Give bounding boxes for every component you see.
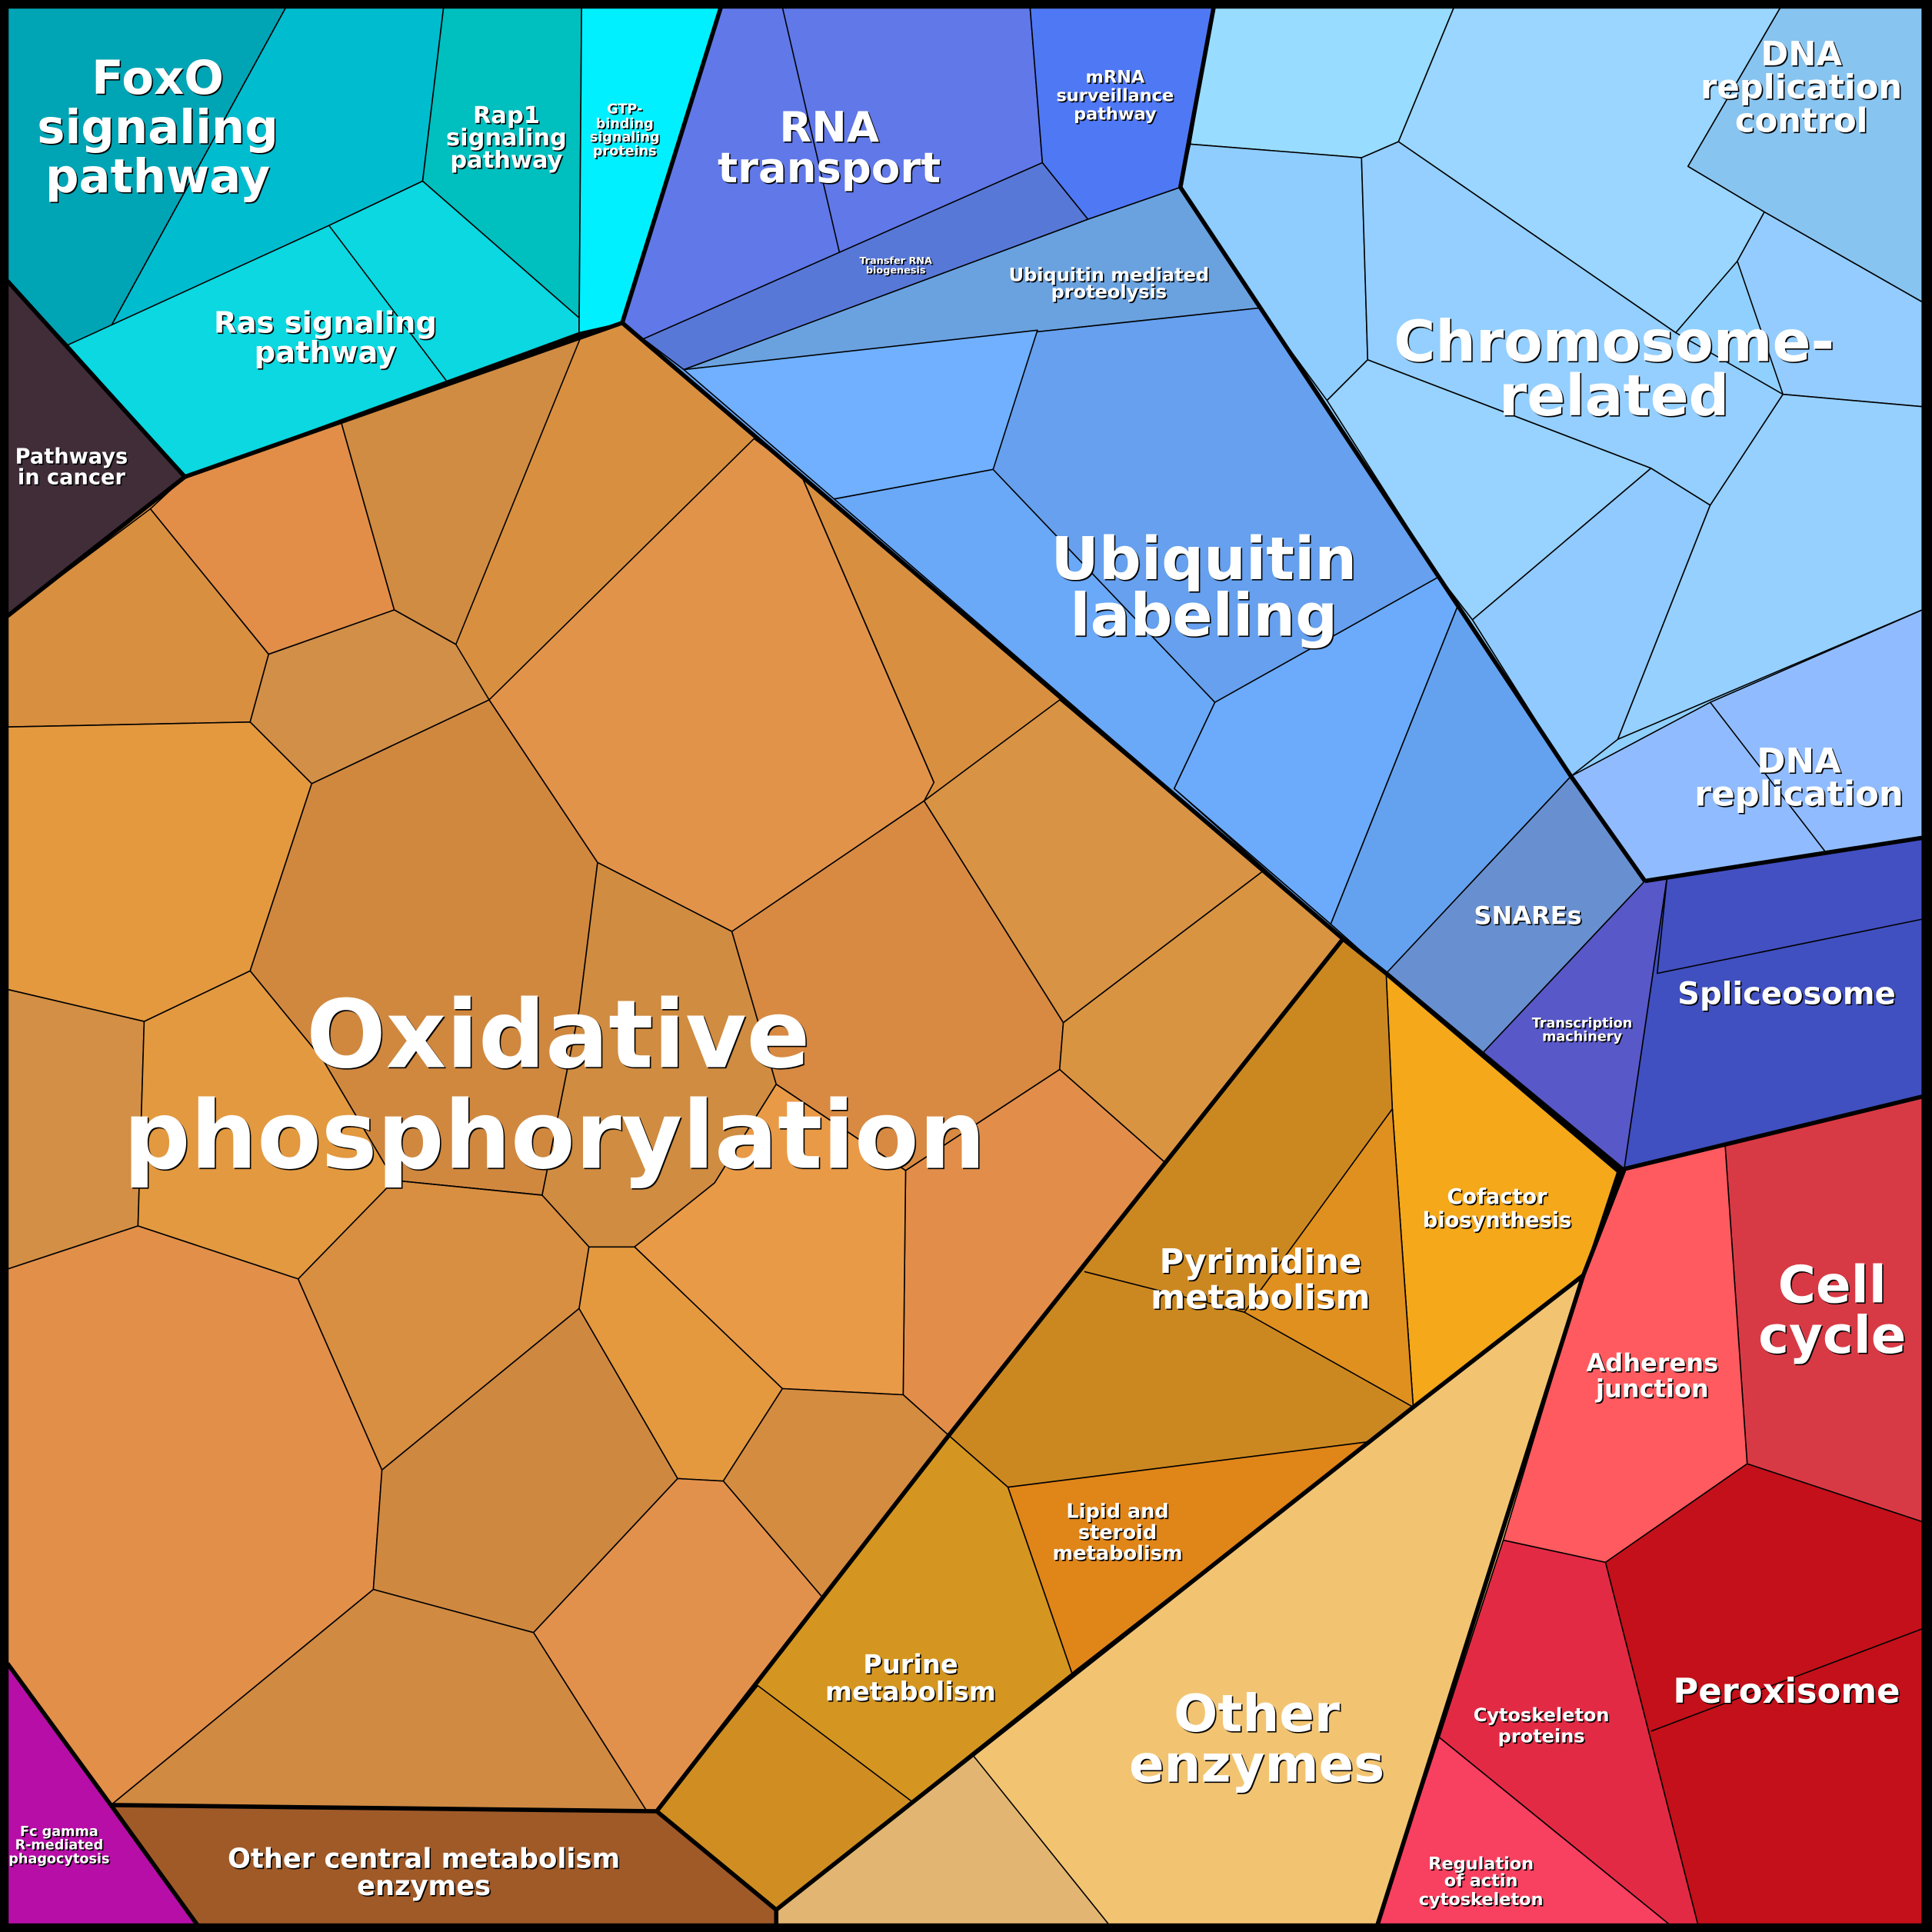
- label-adherens: Adherens junction: [1587, 1348, 1719, 1404]
- label-gtp: GTP-binding signaling proteins: [590, 102, 660, 158]
- label-lipid: Lipid and steroid metabolism: [1053, 1501, 1183, 1565]
- labels: FoxO signaling pathway Rap1 signaling pathwa…: [8, 35, 1906, 1910]
- label-rap1: Rap1 signaling pathway: [446, 102, 567, 174]
- label-transcription: Transcription machinery: [1532, 1016, 1633, 1045]
- label-pyrimidine: Pyrimidine metabolism: [1151, 1243, 1370, 1317]
- label-cofactor: Cofactor biosynthesis: [1423, 1185, 1571, 1232]
- label-other-enzymes: Other enzymes: [1129, 1684, 1384, 1794]
- label-trna: Transfer RNA biogenesis: [859, 255, 932, 277]
- region-oxidative-phosphorylation[interactable]: [6, 321, 1344, 1812]
- label-other-central: Other central metabolism enzymes: [228, 1844, 620, 1902]
- label-foxo: FoxO signaling pathway: [37, 51, 278, 204]
- label-ras: Ras signaling pathway: [214, 306, 437, 370]
- label-cancer: Pathways in cancer: [15, 445, 128, 489]
- label-oxidative-phosphorylation: Oxidative phosphorylation: [123, 980, 985, 1190]
- label-spliceosome: Spliceosome: [1677, 977, 1896, 1012]
- region-ubiquitin-labeling[interactable]: [621, 307, 1572, 974]
- label-peroxisome: Peroxisome: [1673, 1671, 1900, 1711]
- label-snares: SNAREs: [1474, 901, 1581, 931]
- region-spliceosome[interactable]: [1623, 837, 1923, 1171]
- label-rna-transport: RNA transport: [718, 102, 941, 192]
- label-fc-gamma: Fc gamma R-mediated phagocytosis: [8, 1824, 109, 1867]
- label-dna-replication: DNA replication: [1694, 740, 1904, 814]
- label-dna-control: DNA replication control: [1700, 35, 1902, 141]
- label-cytoskeleton: Cytoskeleton proteins: [1474, 1704, 1610, 1747]
- label-mrna: mRNA surveillance pathway: [1056, 67, 1174, 124]
- label-purine: Purine metabolism: [825, 1650, 996, 1707]
- label-ubiquitin-labeling: Ubiquitin labeling: [1051, 525, 1357, 651]
- label-cell-cycle: Cell cycle: [1758, 1254, 1906, 1365]
- label-actin: Regulation of actin cytoskeleton: [1419, 1854, 1544, 1909]
- label-chromosome: Chromosome-related: [1394, 309, 1834, 428]
- region-chromosome-related[interactable]: [1179, 6, 1923, 778]
- region-pyrimidine-metabolism[interactable]: [948, 938, 1414, 1488]
- label-ubiquitin-proteolysis: Ubiquitin mediated proteolysis: [1009, 264, 1210, 302]
